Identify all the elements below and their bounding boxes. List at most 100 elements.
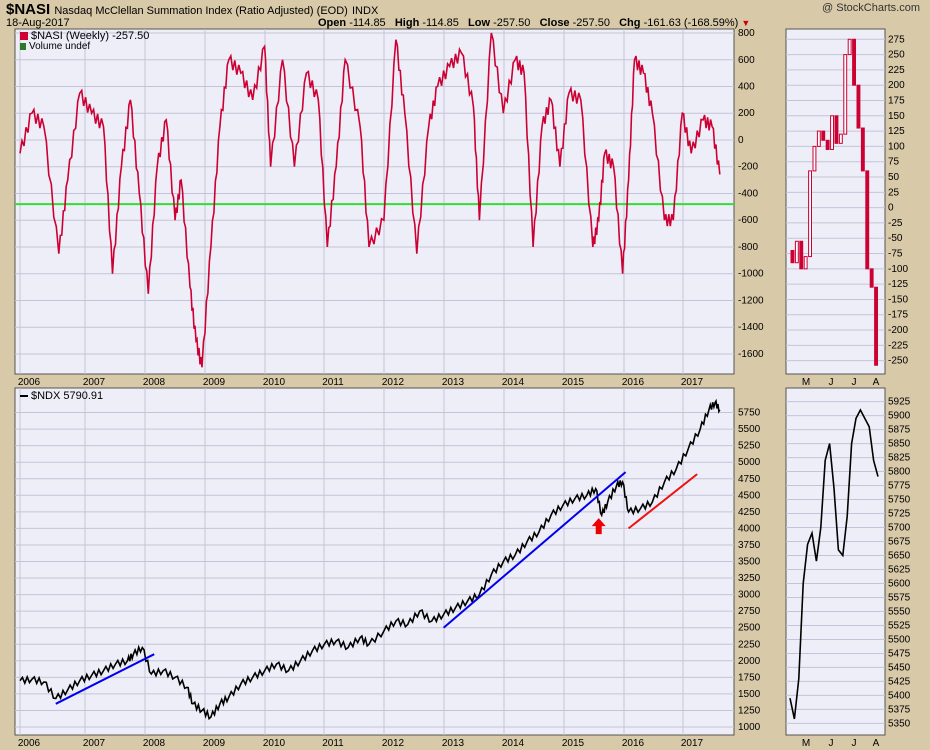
ndx-x-tick-label: 2014: [502, 738, 525, 749]
nasi-daily-bar: [869, 268, 874, 288]
gridlines: [15, 29, 885, 735]
nasi-daily-bar: [808, 170, 812, 258]
brand-watermark[interactable]: @ StockCharts.com: [822, 2, 920, 14]
low-label: Low: [468, 17, 491, 29]
ndx-daily-y-tick-label: 5400: [888, 690, 911, 701]
nasi-daily-bar: [860, 127, 865, 172]
nasi-x-tick-label: 2014: [502, 377, 525, 388]
ndx-y-tick-label: 3500: [738, 557, 761, 568]
nasi-y-tick-label: -800: [738, 242, 758, 253]
nasi-daily-x-tick-label: A: [873, 377, 880, 388]
close-value: -257.50: [572, 17, 610, 29]
nasi-daily-y-tick-label: -50: [888, 233, 903, 244]
ndx-daily-x-tick-label: J: [852, 738, 857, 749]
ndx-daily-y-tick-label: 5525: [888, 620, 911, 631]
close-label: Close: [539, 17, 570, 29]
nasi-daily-y-tick-label: 250: [888, 50, 905, 61]
ndx-daily-y-tick-label: 5500: [888, 634, 911, 645]
nasi-y-tick-label: -1000: [738, 269, 764, 280]
nasi-y-tick-label: 600: [738, 55, 755, 66]
nasi-x-tick-label: 2011: [322, 377, 344, 388]
nasi-daily-y-tick-label: -100: [888, 264, 908, 275]
nasi-daily-bar: [790, 249, 795, 264]
exchange-label: INDX: [352, 5, 379, 17]
ndx-daily-y-tick-label: 5575: [888, 592, 911, 603]
ndx-y-tick-label: 2000: [738, 656, 761, 667]
nasi-x-tick-label: 2010: [263, 377, 286, 388]
nasi-daily-x-tick-label: M: [802, 377, 810, 388]
ndx-daily-y-tick-label: 5350: [888, 718, 911, 729]
ndx-daily-x-tick-label: J: [829, 738, 834, 749]
nasi-y-tick-label: 400: [738, 82, 755, 93]
ndx-x-tick-label: 2009: [203, 738, 226, 749]
nasi-daily-y-tick-label: -25: [888, 218, 903, 229]
nasi-daily-y-tick-label: 125: [888, 126, 905, 137]
ndx-daily-y-tick-label: 5475: [888, 648, 911, 659]
nasi-x-tick-label: 2013: [442, 377, 465, 388]
high-value: -114.85: [422, 17, 459, 29]
ndx-y-tick-label: 5000: [738, 457, 761, 468]
nasi-daily-bar: [856, 84, 861, 129]
volume-legend: Volume undef: [20, 41, 90, 52]
volume-legend-label: Volume undef: [29, 41, 91, 52]
ndx-daily-y-tick-label: 5625: [888, 564, 911, 575]
high-label: High: [394, 17, 420, 29]
nasi-y-tick-label: -200: [738, 162, 758, 173]
nasi-daily-bar: [794, 240, 799, 264]
ndx-daily-y-tick-label: 5925: [888, 397, 911, 408]
nasi-daily-y-tick-label: -200: [888, 325, 908, 336]
chg-label: Chg: [619, 17, 641, 29]
ndx-x-tick-label: 2013: [442, 738, 465, 749]
nasi-y-tick-label: 800: [738, 28, 755, 39]
nasi-swatch: [20, 32, 28, 41]
nasi-daily-bar: [874, 286, 878, 366]
axis-labels: 8006004002000-200-400-600-800-1000-1200-…: [18, 28, 911, 749]
chg-value: -161.63 (-168.59%): [643, 17, 739, 29]
nasi-daily-y-tick-label: 150: [888, 111, 905, 122]
ndx-daily-panel: [785, 387, 886, 736]
open-label: Open: [318, 17, 347, 29]
ndx-daily-y-tick-label: 5425: [888, 676, 911, 687]
nasi-daily-bar: [843, 54, 848, 135]
nasi-daily-x-tick-label: J: [829, 377, 834, 388]
nasi-daily-bar: [865, 170, 870, 270]
nasi-daily-y-tick-label: 200: [888, 80, 905, 91]
ndx-y-tick-label: 2750: [738, 606, 761, 617]
ndx-daily-y-tick-label: 5550: [888, 606, 911, 617]
ndx-daily-y-tick-label: 5850: [888, 439, 911, 450]
nasi-weekly-series: [19, 32, 721, 368]
nasi-daily-bar: [847, 38, 852, 56]
nasi-y-tick-label: -400: [738, 188, 758, 199]
ticker-description: Nasdaq McClellan Summation Index (Ratio …: [54, 5, 348, 17]
ndx-y-tick-label: 4250: [738, 507, 761, 518]
ndx-legend: $NDX 5790.91: [20, 390, 103, 402]
nasi-daily-bar: [830, 115, 834, 150]
ndx-daily-y-tick-label: 5650: [888, 551, 911, 562]
ndx-daily-x-tick-label: A: [873, 738, 880, 749]
ndx-y-tick-label: 5250: [738, 441, 761, 452]
blue-trendline: [55, 653, 155, 705]
nasi-daily-bar: [812, 145, 817, 172]
ndx-x-tick-label: 2006: [18, 738, 41, 749]
ndx-daily-y-tick-label: 5750: [888, 495, 911, 506]
ndx-daily-y-tick-label: 5900: [888, 411, 911, 422]
nasi-weekly-panel: [14, 28, 735, 375]
ndx-y-tick-label: 4000: [738, 523, 761, 534]
ndx-y-tick-label: 2250: [738, 639, 761, 650]
ohlc-readout: Open -114.85 High -114.85 Low -257.50 Cl…: [318, 17, 750, 29]
red-trendline: [627, 473, 698, 530]
ndx-y-tick-label: 4500: [738, 490, 761, 501]
ticker-symbol: $NASI: [6, 1, 51, 18]
nasi-daily-y-tick-label: 275: [888, 34, 905, 45]
nasi-daily-bar: [816, 130, 821, 147]
ndx-x-tick-label: 2016: [622, 738, 645, 749]
nasi-daily-y-tick-label: -125: [888, 279, 908, 290]
nasi-y-tick-label: -1600: [738, 349, 764, 360]
ndx-daily-y-tick-label: 5675: [888, 537, 911, 548]
nasi-daily-bar: [821, 130, 826, 141]
nasi-daily-bar: [834, 115, 839, 144]
nasi-y-tick-label: 0: [738, 135, 744, 146]
ndx-daily-y-tick-label: 5600: [888, 578, 911, 589]
ndx-daily-y-tick-label: 5825: [888, 453, 911, 464]
ndx-y-tick-label: 1750: [738, 672, 761, 683]
